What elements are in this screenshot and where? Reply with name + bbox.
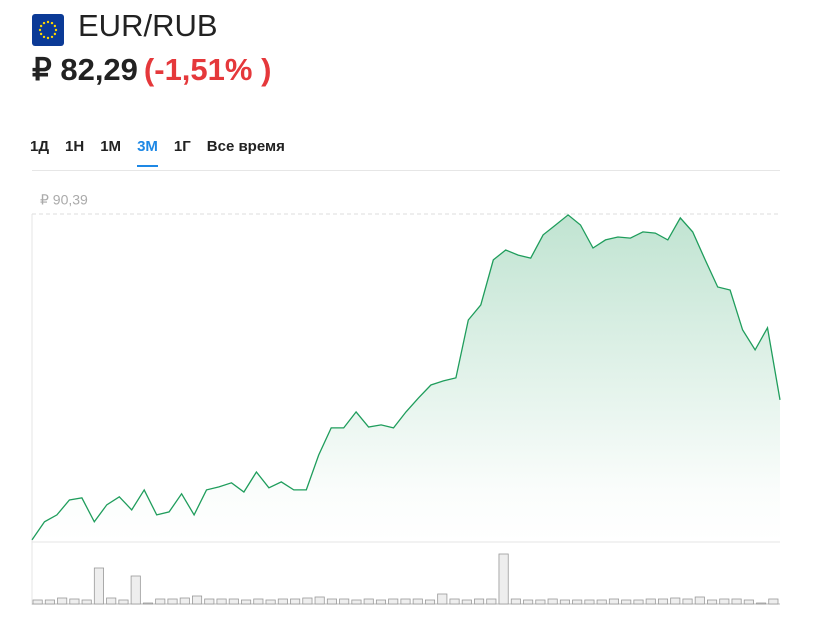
volume-bar (351, 599, 362, 605)
volume-bar (437, 593, 448, 605)
period-tab[interactable]: 1Н (65, 138, 85, 155)
volume-bar (228, 598, 239, 605)
volume-bar (682, 598, 693, 605)
period-tab[interactable]: 1М (100, 138, 122, 155)
volume-bar (731, 598, 742, 605)
volume-bar (277, 598, 288, 605)
volume-bar (339, 598, 350, 605)
price-line: ₽ 82,29 (-1,51% ) (32, 52, 271, 88)
volume-bar (179, 597, 190, 605)
volume-bar (216, 598, 227, 605)
volume-bar (44, 599, 55, 605)
volume-bar (290, 598, 301, 605)
volume-bar (756, 602, 767, 605)
volume-bar (707, 599, 718, 605)
separator (32, 170, 780, 171)
volume-bar (608, 598, 619, 605)
volume-bar (155, 598, 166, 605)
volume-bar (474, 598, 485, 605)
volume-bar (412, 598, 423, 605)
volume-bar (253, 598, 264, 605)
period-tab[interactable]: Все время (206, 138, 285, 155)
volume-bar (326, 598, 337, 605)
volume-bar (743, 599, 754, 605)
volume-bar (57, 597, 68, 605)
volume-bar (81, 599, 92, 605)
volume-bar (694, 596, 705, 605)
period-tabs: 1Д 1Н 1М 3М 1Г Все время (30, 138, 285, 167)
volume-bar (375, 599, 387, 605)
volume-bar (523, 599, 534, 605)
volume-bar (486, 598, 497, 605)
volume-bar (498, 553, 509, 605)
price-line (31, 214, 781, 541)
volume-bar (584, 599, 595, 605)
volume-bar (302, 597, 313, 605)
period-tab[interactable]: 1Г (173, 138, 191, 155)
eu-flag (32, 14, 64, 46)
volume-bar (596, 599, 607, 605)
price: ₽ 82,29 (32, 52, 138, 87)
volume-bar (547, 598, 558, 605)
volume-bar (265, 599, 276, 605)
price-change: (-1,51% ) (143, 52, 272, 87)
y-tick-label: ₽ 90,39 (40, 192, 88, 208)
volume-bar (449, 598, 460, 605)
volume-bar (69, 598, 80, 605)
volume-bar (130, 575, 141, 605)
volume-bar (633, 599, 644, 605)
volume-bar (559, 599, 570, 605)
volume-bar (241, 599, 252, 605)
volume-bar (424, 599, 436, 605)
volume-bar (93, 567, 104, 605)
volume-bar (106, 597, 117, 605)
volume-bar (657, 598, 669, 605)
volume-bar (400, 598, 411, 605)
volume-bar (768, 598, 779, 605)
volume-bar (670, 597, 681, 605)
volume-bar (314, 596, 325, 605)
area-fill (32, 214, 780, 542)
pair-title: EUR/RUB (78, 8, 218, 43)
volume-bar (204, 598, 215, 605)
volume-bar (388, 598, 399, 605)
volume-bar (535, 599, 546, 605)
volume-bar (363, 598, 374, 605)
volume-bar (572, 599, 583, 605)
volume-bar (645, 598, 656, 605)
volume-bar (510, 598, 521, 605)
period-tab[interactable]: 1Д (30, 138, 50, 155)
volume-bar (719, 598, 730, 605)
period-tab[interactable]: 3М (137, 138, 158, 167)
volume-bar (621, 599, 632, 605)
volume-bar (167, 598, 178, 605)
volume-bar (32, 599, 43, 605)
volume-bar (461, 599, 472, 605)
volume-bar (142, 602, 154, 605)
volume-bar (118, 599, 129, 605)
volume-bar (192, 595, 203, 605)
